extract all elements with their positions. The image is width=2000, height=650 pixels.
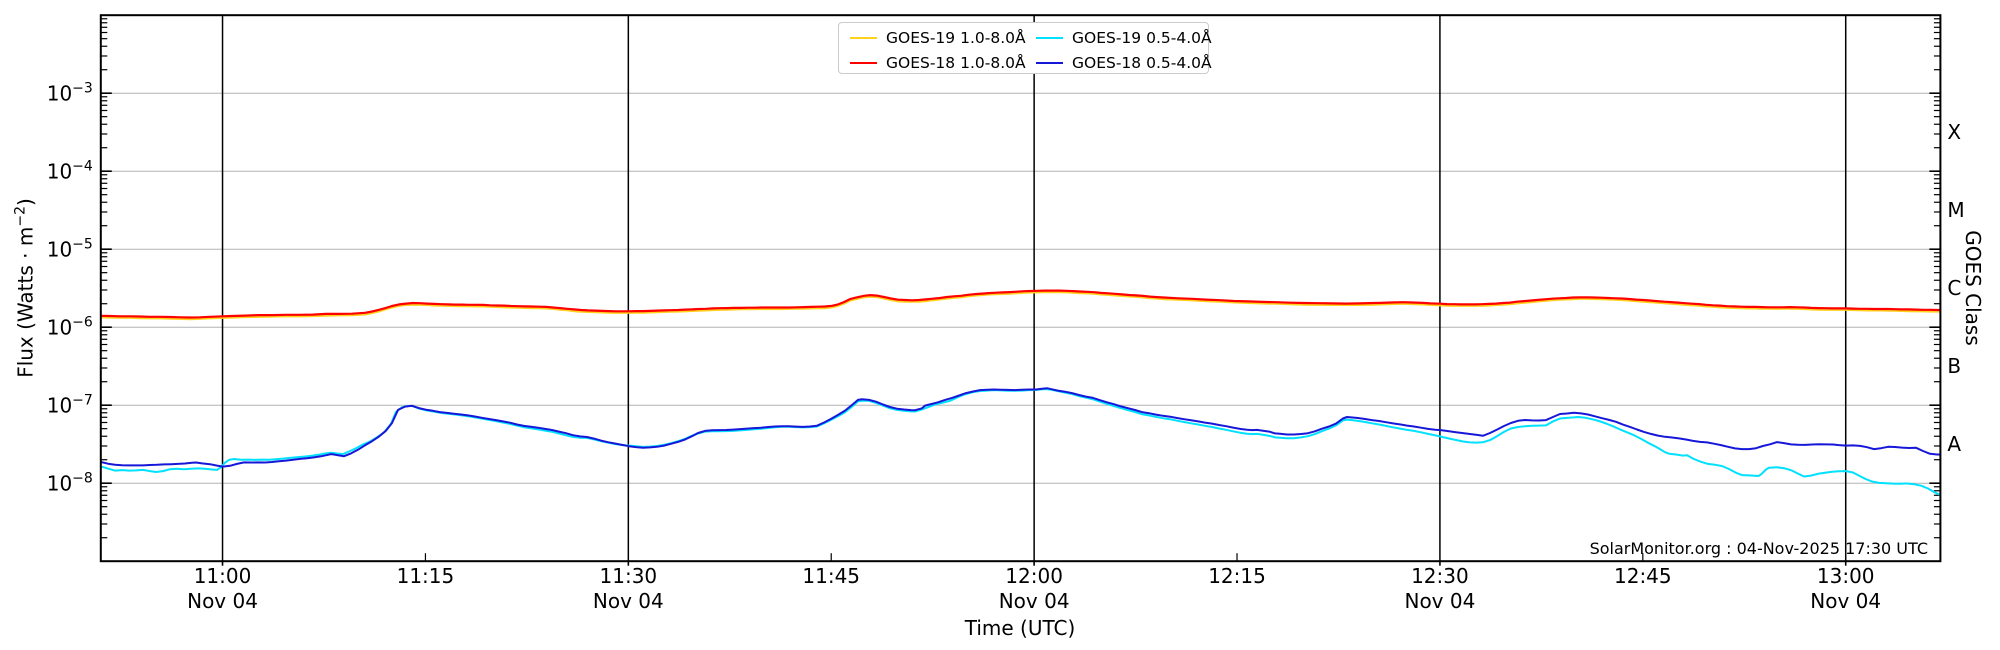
- x-tick-label: 11:30 Nov 04: [592, 564, 664, 614]
- sup-fragment: −7: [72, 392, 93, 409]
- x-tick-label: 12:00 Nov 04: [998, 564, 1070, 614]
- legend-label-goes19-long: GOES-19 1.0-8.0Å: [886, 28, 1026, 47]
- goes-class-letter: A: [1947, 432, 1962, 457]
- legend-swatch-goes19-long-icon: [850, 36, 877, 39]
- legend-label-goes19-short: GOES-19 0.5-4.0Å: [1072, 28, 1212, 47]
- y-axis-label: Flux (Watts · m−2): [12, 198, 38, 378]
- goes-class-letter: X: [1947, 120, 1962, 145]
- sup-fragment: −5: [72, 236, 93, 253]
- sup-fragment: −8: [72, 470, 93, 487]
- series-goes-18-0.5-4.0-: [100, 387, 1941, 468]
- x-tick-label: 13:00 Nov 04: [1810, 564, 1882, 614]
- x-axis-label: Time (UTC): [964, 616, 1076, 640]
- y-tick-label: 10−3: [46, 80, 93, 106]
- legend-entry-goes18-long: GOES-18 1.0-8.0Å: [850, 54, 1036, 72]
- legend-entry-goes19-short: GOES-19 0.5-4.0Å: [1036, 29, 1212, 47]
- goes-class-letter: C: [1947, 276, 1962, 301]
- legend-swatch-goes19-short-icon: [1036, 36, 1063, 39]
- legend-label-goes18-short: GOES-18 0.5-4.0Å: [1072, 53, 1212, 72]
- sup-fragment: −2: [12, 206, 29, 227]
- x-tick-label: 11:15: [396, 564, 455, 589]
- y-tick-label: 10−8: [46, 470, 93, 496]
- legend-swatch-goes18-long-icon: [850, 61, 877, 64]
- legend-swatch-goes18-short-icon: [1036, 61, 1063, 64]
- sup-fragment: −6: [72, 314, 93, 331]
- plot-frame: [99, 14, 1942, 563]
- goes-class-letter: B: [1947, 354, 1962, 379]
- x-tick-label: 11:45: [802, 564, 861, 589]
- sup-fragment: −4: [72, 158, 93, 175]
- series-goes-18-1.0-8.0-: [100, 289, 1941, 319]
- legend: GOES-19 1.0-8.0Å GOES-18 1.0-8.0Å GOES-1…: [838, 22, 1212, 74]
- y-tick-label: 10−5: [46, 236, 93, 262]
- x-tick-label: 12:15: [1208, 564, 1266, 589]
- x-tick-label: 11:00 Nov 04: [187, 564, 258, 614]
- legend-entry-goes18-short: GOES-18 0.5-4.0Å: [1036, 54, 1212, 72]
- x-tick-label: 12:30 Nov 04: [1404, 564, 1476, 614]
- legend-entry-goes19-long: GOES-19 1.0-8.0Å: [850, 29, 1036, 47]
- y-tick-label: 10−6: [46, 314, 93, 340]
- y-tick-label: 10−7: [46, 392, 93, 418]
- right-axis-label: GOES Class: [1961, 230, 1985, 346]
- sup-fragment: −3: [72, 80, 93, 97]
- goes-class-letter: M: [1947, 198, 1965, 223]
- x-tick-label: 12:45: [1613, 564, 1672, 589]
- source-timestamp: SolarMonitor.org : 04-Nov-2025 17:30 UTC: [1589, 539, 1928, 558]
- y-tick-label: 10−4: [46, 158, 93, 184]
- series-goes-19-1.0-8.0-: [100, 291, 1941, 321]
- legend-label-goes18-long: GOES-18 1.0-8.0Å: [886, 53, 1026, 72]
